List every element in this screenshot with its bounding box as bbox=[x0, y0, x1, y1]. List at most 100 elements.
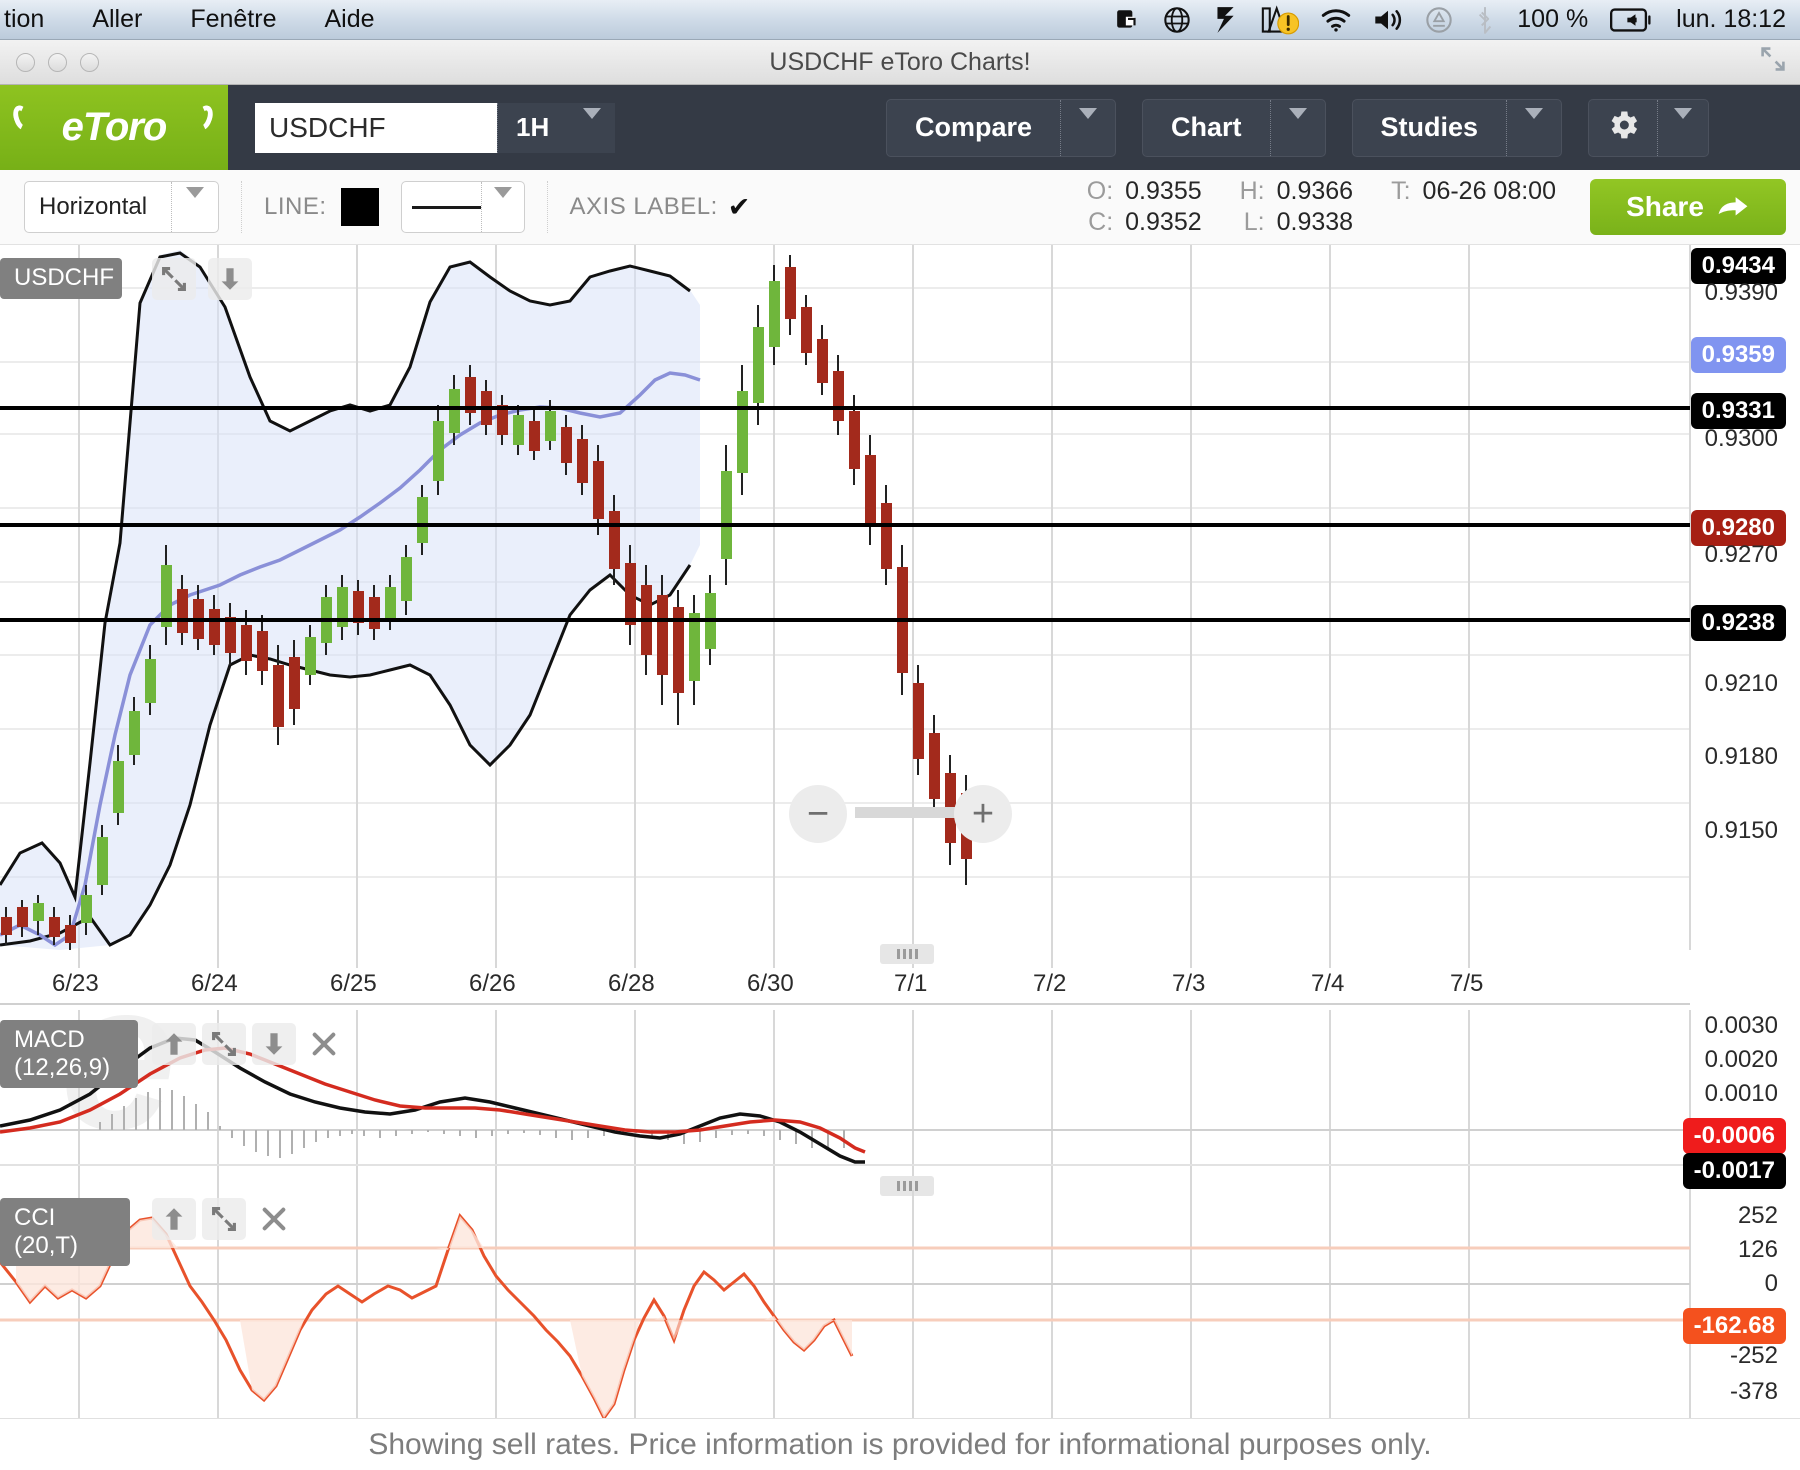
macd-signal-marker-value: -0.0017 bbox=[1682, 1153, 1786, 1189]
minimize-button[interactable] bbox=[48, 52, 67, 72]
timeframe-select[interactable]: 1H bbox=[497, 102, 615, 153]
close-button[interactable] bbox=[16, 52, 35, 72]
airplay-icon[interactable] bbox=[1115, 7, 1141, 33]
battery-percent: 100 % bbox=[1517, 5, 1589, 33]
etoro-logo[interactable]: eToro bbox=[0, 85, 228, 170]
chevron-down-icon[interactable] bbox=[1658, 107, 1708, 137]
clock[interactable]: lun. 18:12 bbox=[1676, 5, 1786, 33]
axis-label-checkbox[interactable]: ✔ bbox=[727, 191, 751, 222]
divider bbox=[1060, 99, 1062, 156]
divider bbox=[1506, 99, 1508, 156]
symbol-tag[interactable]: USDCHF bbox=[0, 258, 122, 299]
studies-button[interactable]: Studies bbox=[1351, 98, 1563, 157]
menu-item-aide[interactable]: Aide bbox=[324, 5, 375, 33]
os-menu-bar: tion Aller Fenêtre Aide bbox=[0, 0, 1800, 40]
macd-marker-value: -0.0006 bbox=[1682, 1118, 1786, 1154]
high-value: 0.9366 bbox=[1276, 177, 1354, 205]
price-panel[interactable]: USDCHF 0.9434 0.9390 0.9359 0.9331 0.930… bbox=[0, 245, 1800, 950]
studies-button-label: Studies bbox=[1380, 112, 1479, 142]
move-up-icon[interactable] bbox=[152, 1023, 196, 1065]
cci-panel[interactable]: CCI (20,T) 252 126 0 -162.68 -252 -378 bbox=[0, 1190, 1800, 1425]
panel-resize-grabber[interactable] bbox=[880, 1176, 934, 1196]
price-tick-0.9150: 0.9150 bbox=[1704, 817, 1778, 844]
share-button[interactable]: Share bbox=[1590, 179, 1786, 235]
macd-tick-0.0020: 0.0020 bbox=[1704, 1046, 1778, 1073]
expand-icon[interactable] bbox=[202, 1023, 246, 1065]
chevron-down-icon[interactable] bbox=[1271, 107, 1325, 137]
price-chart-svg[interactable] bbox=[0, 245, 1800, 950]
price-tick-0.9180: 0.9180 bbox=[1704, 743, 1778, 770]
chevron-down-icon[interactable] bbox=[1507, 107, 1561, 137]
move-up-icon[interactable] bbox=[152, 1198, 196, 1240]
chart-button-label: Chart bbox=[1171, 112, 1242, 142]
price-label-ma: 0.9359 bbox=[1690, 337, 1786, 373]
macd-label-line1: MACD bbox=[14, 1026, 85, 1053]
symbol-input[interactable] bbox=[255, 102, 497, 153]
traffic-lights bbox=[0, 52, 99, 72]
macd-tick-0.0030: 0.0030 bbox=[1704, 1012, 1778, 1039]
chart-area[interactable]: e bbox=[0, 245, 1800, 1425]
time-key: T: bbox=[1391, 177, 1411, 205]
line-style-select[interactable] bbox=[400, 181, 525, 233]
etoro-toolbar: eToro 1H Compare Chart Studies bbox=[0, 85, 1800, 170]
time-tick-3: 6/26 bbox=[469, 970, 516, 997]
compare-button[interactable]: Compare bbox=[886, 98, 1117, 157]
logo-horn-left-icon bbox=[10, 103, 34, 133]
cci-study-tag[interactable]: CCI (20,T) bbox=[0, 1198, 130, 1267]
zoom-slider[interactable] bbox=[855, 807, 960, 818]
macd-label-line2: (12,26,9) bbox=[14, 1053, 111, 1081]
volume-icon[interactable] bbox=[1373, 8, 1403, 32]
time-tick-10: 7/5 bbox=[1450, 970, 1484, 997]
settings-button[interactable] bbox=[1588, 98, 1710, 157]
divider bbox=[241, 181, 242, 233]
dropbox-icon bbox=[1425, 6, 1453, 34]
cci-tick--378: -378 bbox=[1729, 1378, 1778, 1405]
share-button-label: Share bbox=[1626, 191, 1704, 222]
time-tick-6: 7/1 bbox=[894, 970, 928, 997]
divider bbox=[1657, 99, 1659, 156]
flash-icon[interactable] bbox=[1213, 6, 1237, 34]
time-axis: 6/23 6/24 6/25 6/26 6/28 6/30 7/1 7/2 7/… bbox=[0, 944, 1800, 1010]
chevron-down-icon[interactable] bbox=[1061, 107, 1115, 137]
wifi-icon[interactable] bbox=[1321, 8, 1351, 32]
macd-panel[interactable]: MACD (12,26,9) 0.0030 0.0020 0.0010 0.00… bbox=[0, 1010, 1800, 1196]
panel-resize-grabber[interactable] bbox=[880, 944, 934, 964]
move-down-icon[interactable] bbox=[252, 1023, 296, 1065]
expand-icon[interactable] bbox=[152, 258, 196, 300]
price-tick-0.9300: 0.9300 bbox=[1704, 425, 1778, 452]
chevron-down-icon[interactable] bbox=[172, 187, 218, 216]
chart-button[interactable]: Chart bbox=[1142, 98, 1326, 157]
globe-icon[interactable] bbox=[1163, 6, 1191, 34]
close-key: C: bbox=[1088, 208, 1114, 236]
price-label-high: 0.9434 bbox=[1690, 248, 1786, 284]
macd-histogram bbox=[99, 1088, 845, 1158]
time-tick-4: 6/28 bbox=[608, 970, 655, 997]
shape-select[interactable]: Horizontal bbox=[24, 181, 219, 233]
resize-handle-icon[interactable] bbox=[1760, 46, 1800, 78]
zoom-button[interactable] bbox=[80, 52, 99, 72]
line-label: LINE: bbox=[264, 193, 327, 220]
close-icon[interactable] bbox=[252, 1198, 296, 1240]
menu-item-tion[interactable]: tion bbox=[4, 5, 45, 33]
line-color-swatch[interactable] bbox=[340, 188, 379, 226]
zoom-in-button[interactable]: + bbox=[954, 785, 1012, 843]
zoom-out-button[interactable]: − bbox=[789, 785, 847, 843]
gear-icon bbox=[1589, 107, 1657, 149]
bollinger-band-fill bbox=[0, 250, 700, 950]
divider bbox=[546, 181, 548, 233]
cci-chart-svg[interactable] bbox=[0, 1190, 1800, 1425]
menu-item-fenetre[interactable]: Fenêtre bbox=[190, 5, 277, 33]
price-label-last: 0.9280 bbox=[1690, 510, 1786, 546]
cci-tick--252: -252 bbox=[1729, 1342, 1778, 1369]
macd-study-tag[interactable]: MACD (12,26,9) bbox=[0, 1020, 138, 1089]
battery-icon[interactable] bbox=[1610, 7, 1654, 33]
axis-label-text: AXIS LABEL: bbox=[569, 193, 718, 220]
menu-item-aller[interactable]: Aller bbox=[92, 5, 143, 33]
chevron-down-icon[interactable] bbox=[482, 187, 524, 216]
move-down-icon[interactable] bbox=[208, 258, 252, 300]
expand-icon[interactable] bbox=[202, 1198, 246, 1240]
close-icon[interactable] bbox=[302, 1023, 346, 1065]
time-tick-8: 7/3 bbox=[1172, 970, 1206, 997]
battery-warning-icon[interactable] bbox=[1259, 4, 1300, 35]
bluetooth-icon[interactable] bbox=[1475, 6, 1495, 34]
